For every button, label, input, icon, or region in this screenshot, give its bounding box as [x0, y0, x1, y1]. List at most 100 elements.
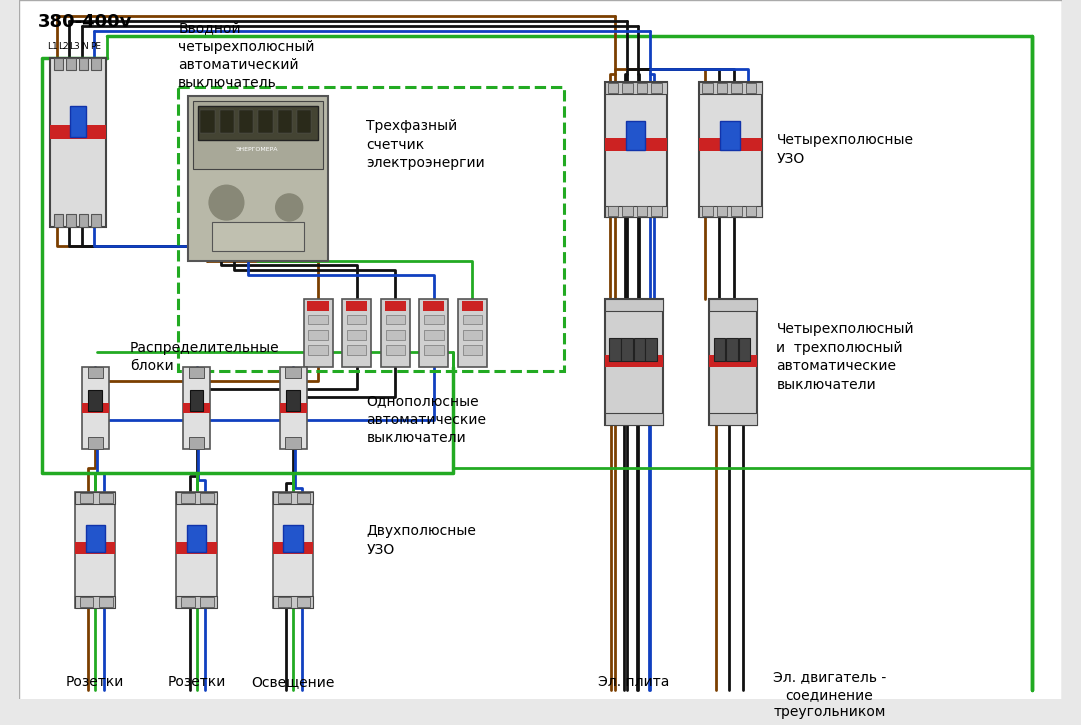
Bar	[308, 315, 328, 324]
Bar	[604, 205, 667, 217]
Bar	[283, 525, 303, 552]
Bar	[80, 597, 93, 607]
Text: PE: PE	[90, 42, 101, 51]
Bar	[50, 125, 106, 139]
Bar	[702, 83, 712, 93]
Text: Трехфазный
счетчик
электроэнергии: Трехфазный счетчик электроэнергии	[366, 120, 485, 170]
Bar	[717, 83, 728, 93]
Bar	[200, 597, 214, 607]
Bar	[746, 83, 756, 93]
Bar	[651, 207, 662, 216]
Bar	[637, 207, 648, 216]
Bar	[212, 222, 304, 251]
Circle shape	[209, 186, 244, 220]
Bar	[79, 214, 89, 227]
Bar	[188, 96, 328, 260]
Text: Эл. двигатель -
соединение
треугольником: Эл. двигатель - соединение треугольником	[773, 671, 886, 719]
Bar	[713, 338, 725, 361]
Bar	[82, 367, 109, 449]
Bar	[347, 345, 366, 355]
Bar	[82, 403, 109, 413]
Bar	[239, 110, 253, 133]
Bar	[297, 110, 311, 133]
Bar	[176, 542, 217, 554]
Bar	[604, 355, 663, 367]
Bar	[463, 330, 482, 339]
Bar	[604, 299, 663, 311]
Bar	[610, 338, 622, 361]
Bar	[66, 58, 76, 70]
Bar	[198, 106, 318, 140]
Bar	[717, 207, 728, 216]
Bar	[182, 597, 195, 607]
Bar	[54, 58, 64, 70]
Bar	[386, 345, 405, 355]
Bar	[731, 207, 742, 216]
Bar	[258, 110, 272, 133]
Bar	[85, 525, 105, 552]
Bar	[297, 597, 310, 607]
Bar	[726, 338, 738, 361]
Bar	[99, 493, 112, 502]
Bar	[385, 301, 405, 311]
Bar	[622, 83, 632, 93]
Bar	[308, 330, 328, 339]
Bar	[176, 492, 217, 608]
Bar	[200, 493, 214, 502]
Bar	[651, 83, 662, 93]
Bar	[272, 492, 313, 608]
Bar	[183, 367, 210, 449]
Bar	[604, 138, 667, 152]
Text: N: N	[81, 42, 88, 51]
Bar	[280, 367, 307, 449]
Bar	[88, 367, 103, 378]
Text: Розетки: Розетки	[168, 676, 226, 689]
Bar	[79, 58, 89, 70]
Bar	[304, 299, 333, 367]
Bar	[347, 330, 366, 339]
Bar	[285, 437, 301, 449]
Bar	[709, 413, 757, 425]
Bar	[608, 207, 618, 216]
Bar	[54, 214, 64, 227]
Bar	[626, 120, 645, 149]
Bar	[386, 315, 405, 324]
Bar	[746, 207, 756, 216]
Bar	[192, 102, 323, 169]
Bar	[92, 214, 101, 227]
Bar	[633, 338, 645, 361]
Bar	[419, 299, 449, 367]
Bar	[272, 542, 313, 554]
Bar	[75, 542, 116, 554]
Bar	[738, 338, 750, 361]
Bar	[297, 493, 310, 502]
Bar	[604, 299, 663, 425]
Text: Распределительные
блоки: Распределительные блоки	[130, 341, 280, 373]
Text: Вводной
четырехполюсный
автоматический
выключатель: Вводной четырехполюсный автоматический в…	[178, 21, 315, 91]
Text: Двухполюсные
УЗО: Двухполюсные УЗО	[366, 524, 477, 557]
Bar	[200, 110, 215, 133]
Bar	[187, 525, 206, 552]
Bar	[272, 596, 313, 608]
Bar	[347, 315, 366, 324]
Bar	[463, 345, 482, 355]
Bar	[70, 106, 85, 137]
Bar	[75, 492, 116, 608]
Text: Эл. плита: Эл. плита	[598, 676, 669, 689]
Bar	[462, 301, 483, 311]
Bar	[458, 299, 486, 367]
Text: Однополюсные
автоматические
выключатели: Однополюсные автоматические выключатели	[366, 394, 486, 445]
Bar	[604, 82, 667, 94]
Bar	[604, 82, 667, 217]
Bar	[75, 492, 116, 504]
Bar	[219, 110, 235, 133]
Bar	[424, 301, 444, 311]
Text: Четырехполюсный
и  трехполюсный
автоматические
выключатели: Четырехполюсный и трехполюсный автоматич…	[776, 323, 915, 392]
Bar	[463, 315, 482, 324]
Bar	[88, 437, 103, 449]
Bar	[278, 597, 291, 607]
Bar	[89, 390, 102, 411]
Text: 380-400v: 380-400v	[38, 12, 133, 30]
Bar	[424, 345, 443, 355]
Bar	[386, 330, 405, 339]
